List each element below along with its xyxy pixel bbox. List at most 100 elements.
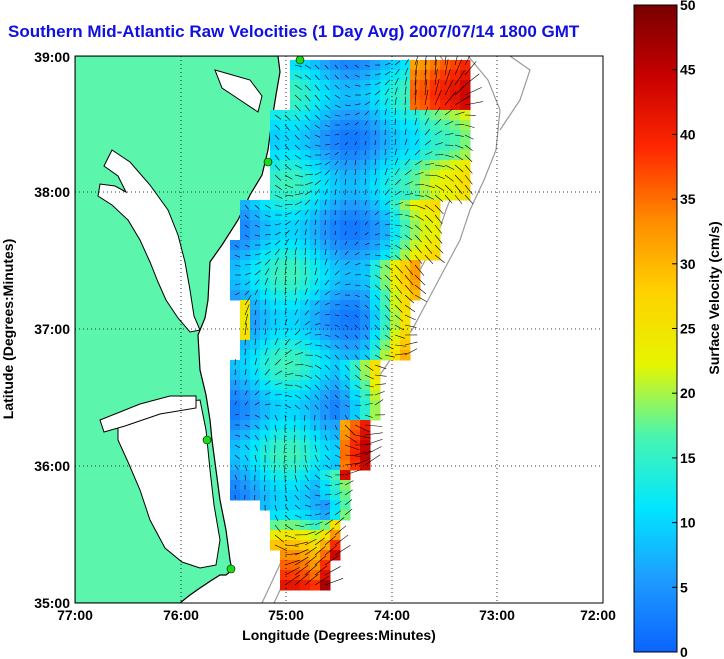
current-arrow bbox=[294, 74, 303, 79]
velocity-cell bbox=[260, 240, 271, 251]
current-arrow bbox=[324, 535, 336, 546]
velocity-cell bbox=[320, 210, 331, 221]
velocity-cell bbox=[380, 140, 391, 151]
current-arrow bbox=[344, 84, 350, 89]
velocity-cell bbox=[350, 180, 361, 191]
velocity-cell bbox=[330, 290, 341, 301]
velocity-cell bbox=[290, 550, 301, 561]
current-arrow bbox=[264, 224, 271, 227]
velocity-cell bbox=[420, 80, 431, 91]
velocity-cell bbox=[390, 170, 401, 181]
velocity-cell bbox=[330, 180, 341, 191]
current-arrow bbox=[394, 77, 399, 86]
current-arrow bbox=[324, 152, 331, 156]
current-arrow bbox=[284, 134, 290, 141]
velocity-cell bbox=[280, 210, 291, 221]
current-arrow bbox=[384, 264, 393, 271]
current-arrow bbox=[424, 151, 433, 156]
current-arrow bbox=[274, 308, 276, 316]
velocity-cell bbox=[430, 120, 441, 131]
current-arrow bbox=[234, 474, 238, 480]
velocity-cell bbox=[330, 250, 341, 261]
velocity-cell bbox=[320, 170, 331, 181]
velocity-cell bbox=[320, 250, 331, 261]
velocity-cell bbox=[270, 270, 281, 281]
current-arrow bbox=[424, 89, 429, 106]
current-arrow bbox=[424, 204, 435, 213]
current-arrow bbox=[464, 56, 471, 66]
velocity-cell bbox=[270, 230, 281, 241]
current-arrow bbox=[254, 379, 259, 386]
current-arrow bbox=[244, 234, 249, 238]
velocity-cell bbox=[340, 210, 351, 221]
current-arrow bbox=[304, 555, 317, 566]
current-arrow bbox=[444, 79, 454, 96]
current-arrow bbox=[354, 169, 356, 176]
current-arrow bbox=[304, 182, 313, 186]
current-arrow bbox=[434, 204, 444, 215]
current-arrow bbox=[274, 382, 283, 386]
current-arrow bbox=[273, 474, 276, 483]
velocity-cell bbox=[360, 180, 371, 191]
velocity-cell bbox=[290, 340, 301, 351]
current-arrow bbox=[264, 338, 267, 346]
current-arrow bbox=[464, 184, 473, 195]
velocity-cell bbox=[430, 70, 441, 81]
radar-site-marker bbox=[295, 56, 305, 65]
current-arrow bbox=[394, 254, 402, 261]
current-arrow bbox=[434, 59, 437, 76]
velocity-cell bbox=[270, 280, 281, 291]
velocity-cell bbox=[300, 290, 311, 301]
current-arrow bbox=[264, 242, 271, 246]
current-arrow bbox=[364, 424, 383, 427]
current-arrow bbox=[274, 348, 280, 356]
current-arrow bbox=[454, 59, 462, 76]
current-arrow bbox=[324, 527, 335, 536]
current-arrow bbox=[304, 504, 311, 508]
current-arrow bbox=[254, 261, 262, 266]
velocity-cell bbox=[380, 80, 391, 91]
velocity-cell bbox=[340, 490, 351, 501]
current-arrow bbox=[454, 82, 468, 96]
current-arrow bbox=[394, 244, 402, 250]
current-arrow bbox=[404, 284, 414, 295]
current-arrow bbox=[354, 294, 360, 298]
current-arrow bbox=[444, 56, 447, 66]
current-arrow bbox=[364, 92, 371, 96]
velocity-cell bbox=[320, 570, 331, 581]
velocity-cell bbox=[380, 130, 391, 141]
current-arrow bbox=[404, 181, 413, 186]
current-arrow bbox=[434, 118, 442, 126]
velocity-cell bbox=[370, 140, 381, 151]
velocity-cell bbox=[350, 170, 361, 181]
current-arrow bbox=[304, 514, 312, 516]
velocity-cell bbox=[320, 510, 331, 521]
velocity-cell bbox=[350, 460, 361, 471]
current-arrow bbox=[294, 319, 299, 326]
current-arrow bbox=[434, 254, 445, 263]
current-arrow bbox=[324, 454, 330, 461]
current-arrow bbox=[354, 64, 359, 68]
current-arrow bbox=[304, 474, 309, 482]
current-arrow bbox=[444, 91, 456, 106]
velocity-cell bbox=[400, 150, 411, 161]
current-arrow bbox=[404, 224, 413, 230]
current-arrow bbox=[344, 74, 350, 79]
current-arrow bbox=[374, 314, 380, 321]
velocity-cell bbox=[400, 130, 411, 141]
current-arrow bbox=[264, 434, 268, 442]
velocity-cell bbox=[250, 260, 261, 271]
current-arrow bbox=[324, 74, 329, 80]
velocity-cell bbox=[300, 540, 311, 551]
current-arrow bbox=[294, 484, 299, 492]
velocity-cell bbox=[390, 120, 401, 131]
current-arrow bbox=[424, 184, 435, 188]
velocity-cell bbox=[360, 160, 371, 171]
colorbar-tick-label: 45 bbox=[680, 62, 696, 78]
current-arrow bbox=[314, 521, 323, 526]
current-arrow bbox=[344, 221, 347, 226]
current-arrow bbox=[434, 142, 443, 146]
velocity-cell bbox=[440, 70, 451, 81]
current-arrow bbox=[414, 89, 417, 106]
current-arrow bbox=[244, 424, 250, 428]
